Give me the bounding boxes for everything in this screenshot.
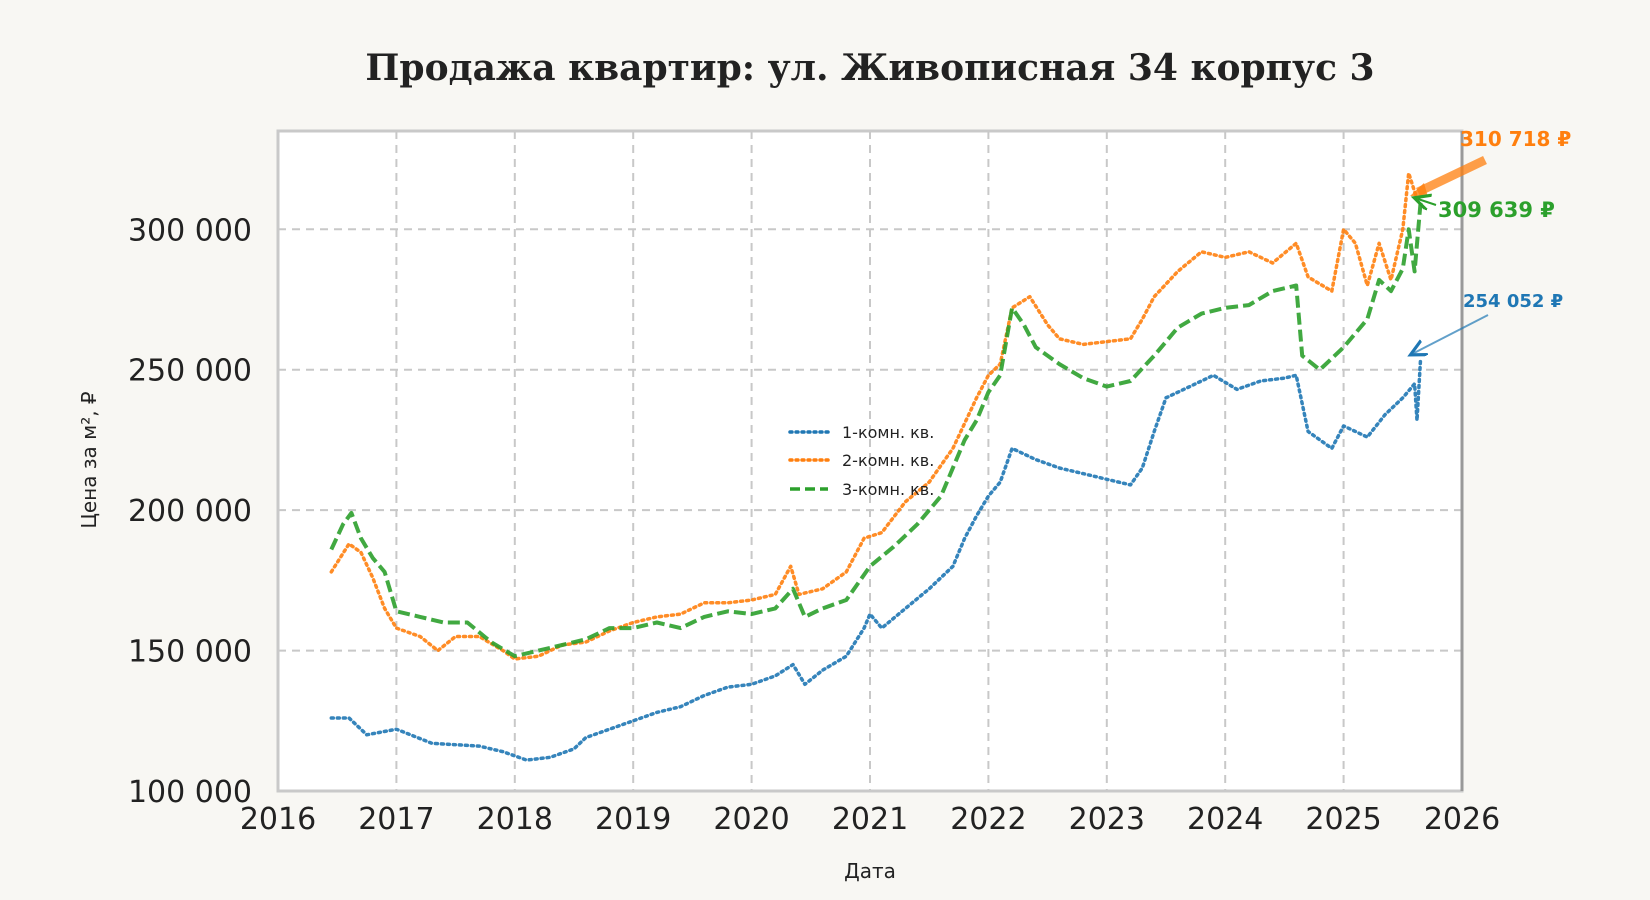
- x-tick-label: 2016: [240, 802, 316, 837]
- annotation-arrowhead-2room: [1410, 183, 1428, 197]
- y-tick-labels: 100 000 150 000 200 000 250 000 300 000: [128, 213, 252, 810]
- y-tick-label: 200 000: [128, 494, 252, 529]
- x-tick-label: 2021: [832, 802, 908, 837]
- annotation-arrow-3room: [1418, 199, 1437, 205]
- legend-label-2room: 2-комн. кв.: [842, 451, 934, 470]
- legend: 1-комн. кв. 2-комн. кв. 3-комн. кв.: [788, 423, 934, 499]
- series-layer: [329, 171, 1423, 762]
- x-tick-label: 2017: [358, 802, 434, 837]
- annotation-arrow-2room: [1416, 155, 1487, 197]
- x-tick-label: 2023: [1069, 802, 1145, 837]
- legend-label-3room: 3-комн. кв.: [842, 480, 934, 499]
- x-tick-labels: 2016 2017 2018 2019 2020 2021 2022 2023 2024 2025…: [240, 802, 1500, 837]
- legend-label-1room: 1-комн. кв.: [842, 423, 934, 442]
- chart-title: Продажа квартир: ул. Живописная 34 корпу…: [365, 47, 1374, 89]
- x-tick-label: 2019: [595, 802, 671, 837]
- annotations: 310 718 ₽ 309 639 ₽ 254 052 ₽: [1410, 127, 1571, 353]
- x-tick-label: 2024: [1187, 802, 1263, 837]
- y-axis-label: Цена за м², ₽: [77, 391, 101, 529]
- series-1room-line: [329, 356, 1423, 762]
- y-tick-label: 300 000: [128, 213, 252, 248]
- x-tick-label: 2025: [1305, 802, 1381, 837]
- annotation-label-2room: 310 718 ₽: [1460, 127, 1571, 151]
- x-tick-label: 2018: [477, 802, 553, 837]
- annotation-label-3room: 309 639 ₽: [1438, 198, 1555, 222]
- x-axis-label: Дата: [844, 859, 896, 883]
- series-3room-line: [329, 202, 1423, 659]
- y-tick-label: 250 000: [128, 354, 252, 389]
- y-tick-label: 100 000: [128, 775, 252, 810]
- x-tick-label: 2020: [713, 802, 789, 837]
- annotation-arrow-1room: [1414, 314, 1489, 353]
- x-tick-label: 2022: [950, 802, 1026, 837]
- y-tick-label: 150 000: [128, 635, 252, 670]
- annotation-label-1room: 254 052 ₽: [1463, 291, 1563, 312]
- x-tick-label: 2026: [1424, 802, 1500, 837]
